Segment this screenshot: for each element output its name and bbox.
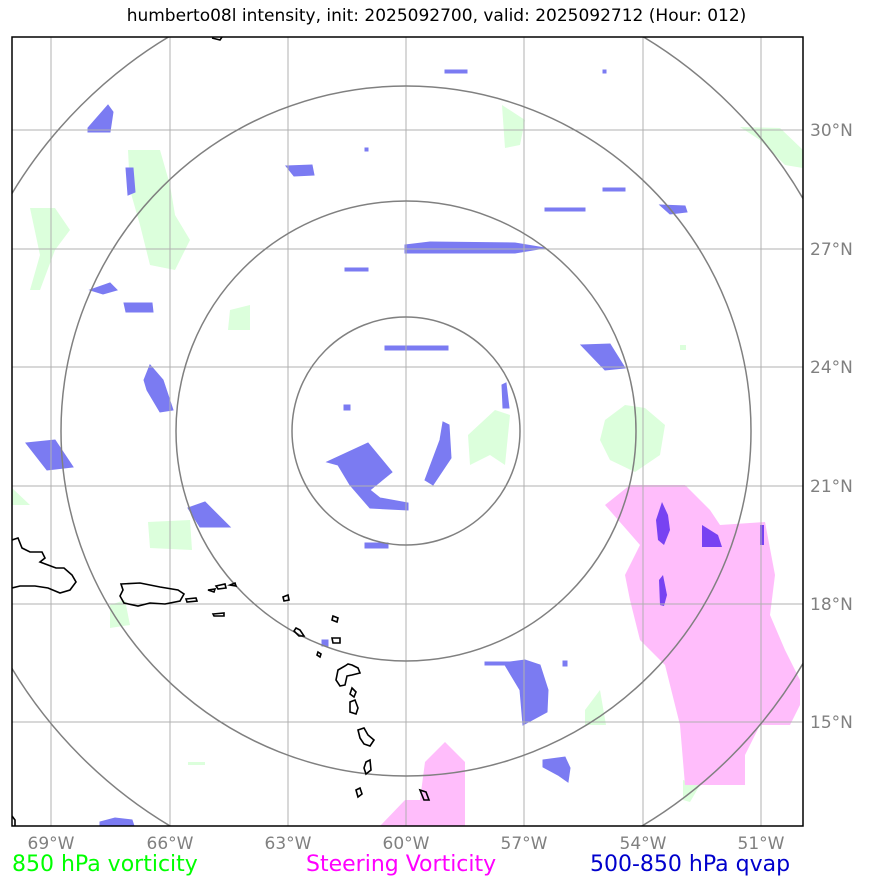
lon-label: 69°W [28,834,75,854]
longitude-labels: 69°W 66°W 63°W 60°W 57°W 54°W 51°W [28,834,785,854]
coastlines [12,37,431,826]
steering-vorticity-regions [380,485,800,826]
lat-label: 21°N [810,477,853,497]
lat-label: 30°N [810,121,853,141]
legend-qvap: 500-850 hPa qvap [590,852,791,877]
lon-label: 60°W [383,834,430,854]
qvap-regions [25,69,688,826]
legend-850-vorticity: 850 hPa vorticity [12,852,198,877]
map-title: humberto08l intensity, init: 2025092700,… [126,6,747,26]
qvap-steering-overlap-regions [656,502,764,606]
plot-frame [11,36,804,827]
lon-label: 63°W [265,834,312,854]
latitude-labels: 30°N 27°N 24°N 21°N 18°N 15°N [810,121,853,733]
lat-label: 24°N [810,358,853,378]
lat-label: 15°N [810,713,853,733]
lat-label: 27°N [810,240,853,260]
lat-label: 18°N [810,595,853,615]
legend-steering-vorticity: Steering Vorticity [306,852,497,877]
lon-label: 51°W [738,834,785,854]
lon-label: 54°W [620,834,667,854]
lon-label: 66°W [147,834,194,854]
lon-label: 57°W [501,834,548,854]
